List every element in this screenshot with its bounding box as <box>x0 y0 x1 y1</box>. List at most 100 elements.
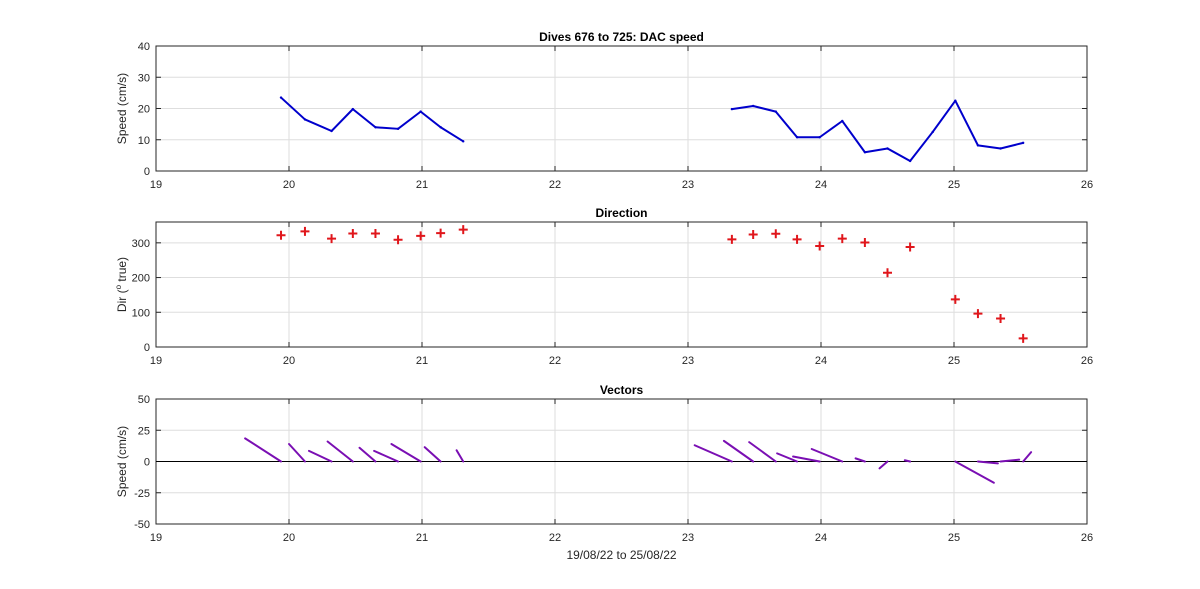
x-tick-label: 25 <box>948 532 960 544</box>
current-vector <box>903 459 912 463</box>
current-vector <box>776 452 799 463</box>
y-tick-label: 300 <box>132 238 150 250</box>
current-vector <box>358 446 377 463</box>
panel-vectors: 19 20 21 22 23 24 25 26 -50 -25 0 25 50 Vectors Speed … <box>115 383 1093 544</box>
x-tick-label: 22 <box>549 179 561 191</box>
y-tick-label: 0 <box>144 166 150 178</box>
current-vector <box>693 444 733 463</box>
speed-point <box>374 126 377 129</box>
y-tick-label: 50 <box>138 394 150 406</box>
speed-point <box>462 140 465 143</box>
direction-marker <box>905 242 915 252</box>
speed-point <box>931 130 934 134</box>
x-tick-label: 26 <box>1081 532 1093 544</box>
direction-marker <box>300 226 310 236</box>
direction-marker <box>883 268 892 278</box>
direction-marker <box>860 237 870 247</box>
direction-marker <box>727 234 737 244</box>
y-tick-label: 10 <box>138 135 150 147</box>
x-tick-label: 25 <box>948 179 960 191</box>
panel-speed: 19 20 21 22 23 24 25 26 0 10 20 30 40 Dives 676 to 72… <box>115 30 1093 191</box>
x-tick-label: 19 <box>150 179 162 191</box>
speed-point <box>863 151 867 154</box>
chart-title: Dives 676 to 725: DAC speed <box>539 30 704 44</box>
direction-marker <box>996 314 1006 324</box>
speed-point <box>818 136 821 139</box>
direction-marker <box>370 228 380 238</box>
direction-marker <box>771 229 781 239</box>
x-tick-label: 23 <box>682 355 694 367</box>
x-tick-label: 22 <box>549 532 561 544</box>
y-axis-label: Speed (cm/s) <box>115 426 129 497</box>
direction-marker <box>436 228 446 238</box>
speed-point <box>439 126 442 129</box>
speed-line-segment <box>731 99 1024 162</box>
chart-title: Vectors <box>600 383 644 397</box>
speed-point <box>976 144 980 147</box>
axes-box <box>155 221 1088 348</box>
y-tick-label: 25 <box>138 425 150 437</box>
current-vector <box>288 443 306 463</box>
speed-point <box>795 136 799 139</box>
y-axis-label: Speed (cm/s) <box>115 73 129 144</box>
current-vector <box>722 439 755 463</box>
y-tick-label: 200 <box>132 273 150 285</box>
y-tick-label: -50 <box>134 519 150 531</box>
panel-direction: 19 20 21 22 23 24 25 26 0 100 200 300 Direction Dir (… <box>114 206 1093 367</box>
current-vector <box>854 457 866 463</box>
y-tick-label: 30 <box>138 72 150 84</box>
direction-marker <box>815 241 825 251</box>
speed-point <box>751 104 755 108</box>
speed-point <box>999 147 1002 150</box>
speed-point <box>730 107 734 111</box>
speed-point <box>351 107 355 111</box>
plot-area <box>156 222 1087 347</box>
y-tick-label: 0 <box>144 342 150 354</box>
speed-point <box>419 110 422 113</box>
y-tick-label: 100 <box>132 307 150 319</box>
speed-point <box>330 129 333 133</box>
current-vector <box>244 437 283 463</box>
x-tick-label: 19 <box>150 355 162 367</box>
x-tick-label: 22 <box>549 355 561 367</box>
current-vector <box>954 460 995 484</box>
current-vector <box>878 460 889 470</box>
x-tick-label: 23 <box>682 179 694 191</box>
current-vector <box>1022 451 1033 463</box>
y-tick-label: 20 <box>138 104 150 116</box>
current-vector <box>976 460 999 465</box>
y-tick-label: 0 <box>144 457 150 469</box>
current-vector <box>390 443 422 463</box>
current-vector <box>307 449 333 463</box>
x-tick-label: 19 <box>150 532 162 544</box>
speed-point <box>396 127 400 131</box>
y-tick-label: -25 <box>134 488 150 500</box>
speed-point <box>954 99 957 102</box>
direction-marker <box>973 309 983 319</box>
x-tick-label: 26 <box>1081 355 1093 367</box>
x-axis-label: 19/08/22 to 25/08/22 <box>566 548 676 562</box>
direction-marker <box>748 230 758 239</box>
x-tick-label: 21 <box>416 179 428 191</box>
x-tick-label: 25 <box>948 355 960 367</box>
direction-marker <box>950 294 960 304</box>
x-tick-label: 21 <box>416 355 428 367</box>
current-vector <box>423 446 442 463</box>
speed-point <box>908 159 912 163</box>
y-tick-label: 40 <box>138 41 150 53</box>
x-tick-label: 24 <box>815 532 827 544</box>
x-tick-label: 23 <box>682 532 694 544</box>
current-vector <box>810 448 844 463</box>
speed-point <box>303 118 307 121</box>
current-vector <box>455 449 465 463</box>
speed-point <box>774 110 777 113</box>
current-vector <box>792 455 821 463</box>
direction-marker <box>327 234 337 244</box>
x-tick-label: 20 <box>283 355 295 367</box>
speed-point <box>1021 141 1025 145</box>
degree-superscript: o <box>114 284 123 289</box>
direction-marker <box>837 234 847 244</box>
direction-marker <box>792 234 802 244</box>
x-tick-label: 24 <box>815 355 827 367</box>
